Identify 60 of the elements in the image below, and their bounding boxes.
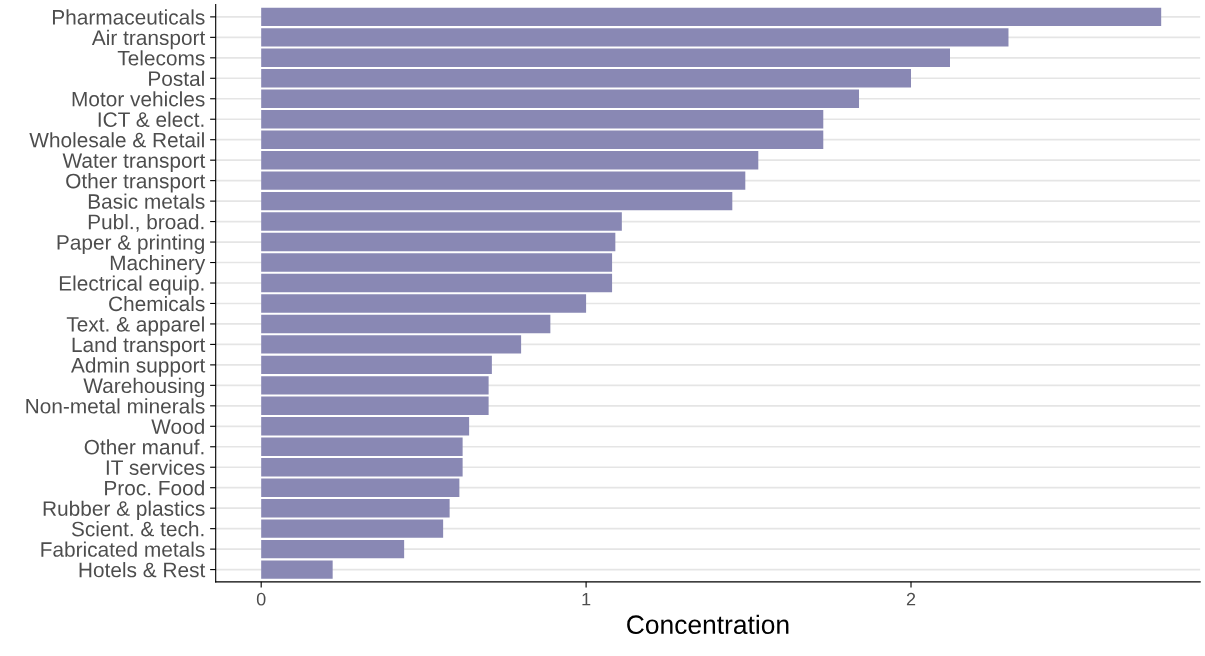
bar bbox=[261, 89, 860, 108]
bar bbox=[261, 110, 824, 129]
bar bbox=[261, 48, 950, 68]
bar bbox=[261, 376, 489, 395]
y-tick-label: Admin support bbox=[71, 357, 206, 377]
bar bbox=[261, 171, 746, 190]
y-tick-label: Machinery bbox=[110, 254, 206, 275]
bar bbox=[261, 498, 450, 518]
y-tick-label: Warehousing bbox=[83, 377, 204, 398]
y-tick-label: Scient. & tech. bbox=[71, 521, 204, 537]
bar bbox=[261, 314, 551, 334]
x-tick-label: 1 bbox=[582, 592, 591, 606]
y-tick-label: Non-metal minerals bbox=[26, 398, 205, 414]
x-tick-label: 2 bbox=[906, 592, 916, 606]
bar bbox=[261, 69, 912, 88]
x-axis-title: Concentration bbox=[627, 614, 789, 635]
y-tick-label: Fabricated metals bbox=[41, 541, 205, 557]
y-tick-label: Other transport bbox=[66, 173, 206, 193]
bar bbox=[261, 28, 1009, 47]
y-tick-label: Other manuf. bbox=[84, 439, 204, 455]
y-tick-label: Paper & printing bbox=[57, 234, 204, 254]
bar bbox=[261, 478, 460, 497]
y-tick-label: Wholesale & Retail bbox=[29, 132, 204, 148]
y-tick-label: Basic metals bbox=[88, 193, 205, 209]
y-tick-label: Electrical equip. bbox=[59, 275, 204, 295]
y-tick-label: ICT & elect. bbox=[98, 111, 204, 127]
bar bbox=[261, 396, 489, 416]
bar bbox=[261, 7, 1162, 27]
bar bbox=[261, 335, 522, 354]
x-tick-label: 0 bbox=[256, 592, 266, 606]
y-tick-label: IT services bbox=[106, 459, 205, 475]
bar bbox=[261, 130, 824, 149]
y-tick-label: Pharmaceuticals bbox=[52, 9, 205, 25]
y-tick-label: Telecoms bbox=[117, 50, 205, 66]
y-tick-label: Air transport bbox=[91, 29, 206, 50]
bar bbox=[261, 253, 613, 272]
y-tick-label: Proc. Food bbox=[105, 480, 204, 496]
bar bbox=[261, 294, 587, 313]
y-tick-label: Wood bbox=[151, 418, 204, 435]
bar bbox=[261, 437, 463, 456]
bar bbox=[261, 458, 463, 477]
bar bbox=[261, 212, 622, 231]
bar bbox=[261, 150, 759, 170]
bar bbox=[261, 519, 444, 538]
y-tick-label: Chemicals bbox=[109, 295, 205, 312]
bar bbox=[261, 273, 613, 293]
y-tick-label: Water transport bbox=[62, 153, 206, 173]
bar bbox=[261, 539, 405, 559]
bar bbox=[261, 191, 733, 211]
bar bbox=[261, 560, 333, 579]
y-tick-label: Motor vehicles bbox=[72, 91, 205, 107]
y-tick-label: Hotels & Rest bbox=[79, 562, 206, 578]
y-tick-label: Publ., broad. bbox=[88, 214, 204, 232]
y-tick-label: Text. & apparel bbox=[66, 316, 204, 336]
y-tick-label: Land transport bbox=[72, 336, 206, 357]
bar bbox=[261, 417, 470, 436]
y-tick-label: Rubber & plastics bbox=[43, 500, 205, 521]
bar bbox=[261, 355, 492, 375]
y-tick-label: Postal bbox=[149, 70, 204, 87]
bar bbox=[261, 232, 616, 252]
